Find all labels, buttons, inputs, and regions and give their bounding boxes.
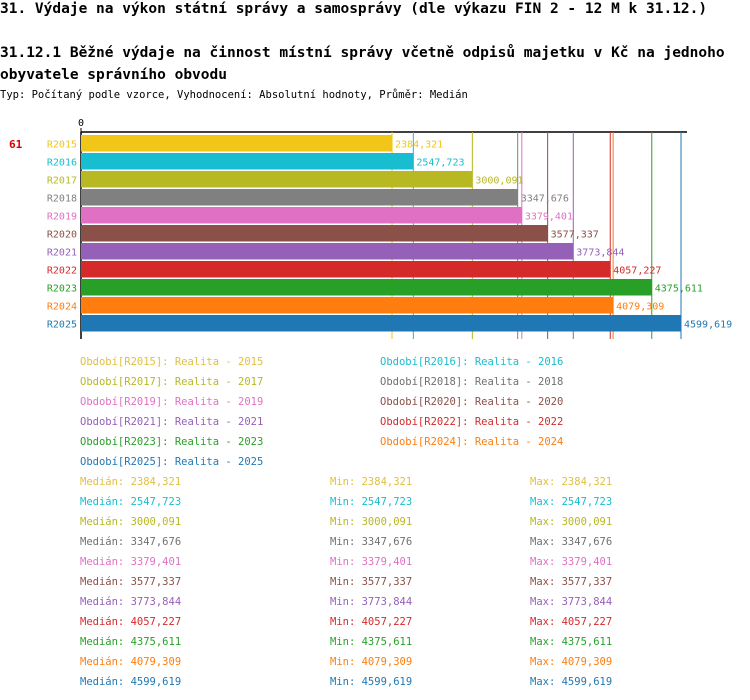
category-label: R2015: [47, 140, 77, 151]
stat-max: Max: 4057,227: [530, 616, 613, 628]
legend-item: Období[R2021]: Realita - 2021: [80, 416, 264, 428]
stat-min: Min: 3773,844: [330, 596, 413, 608]
stat-min: Min: 2547,723: [330, 496, 413, 508]
legend-item: Období[R2015]: Realita - 2015: [80, 356, 264, 368]
bar: [81, 243, 574, 260]
legend-item: Období[R2024]: Realita - 2024: [380, 436, 564, 448]
category-label: R2019: [47, 212, 77, 223]
stat-max: Max: 2384,321: [530, 476, 613, 488]
stat-median: Medián: 3000,091: [80, 516, 182, 528]
stat-min: Min: 4375,611: [330, 636, 413, 648]
stat-max: Max: 3577,337: [530, 576, 613, 588]
legend-item: Období[R2025]: Realita - 2025: [80, 456, 264, 468]
category-label: R2025: [47, 320, 77, 331]
legend-item: Období[R2020]: Realita - 2020: [380, 396, 564, 408]
stat-max: Max: 2547,723: [530, 496, 613, 508]
category-label: R2022: [47, 266, 77, 277]
stat-min: Min: 3000,091: [330, 516, 413, 528]
stat-median: Medián: 4599,619: [80, 676, 182, 688]
stat-median: Medián: 4079,309: [80, 656, 182, 668]
stat-median: Medián: 2547,723: [80, 496, 182, 508]
legend-item: Období[R2018]: Realita - 2018: [380, 376, 564, 388]
bar: [81, 153, 414, 170]
stat-min: Min: 4599,619: [330, 676, 413, 688]
category-label: R2016: [47, 158, 77, 169]
stat-min: Min: 3347,676: [330, 536, 413, 548]
value-label: 2384,321: [395, 140, 443, 151]
category-label: R2021: [47, 248, 77, 259]
stat-max: Max: 3347,676: [530, 536, 613, 548]
stat-min: Min: 4057,227: [330, 616, 413, 628]
legend-item: Období[R2022]: Realita - 2022: [380, 416, 564, 428]
legend-item: Období[R2016]: Realita - 2016: [380, 356, 564, 368]
stat-max: Max: 4375,611: [530, 636, 613, 648]
stat-min: Min: 2384,321: [330, 476, 413, 488]
stat-max: Max: 4599,619: [530, 676, 613, 688]
category-label: R2018: [47, 194, 77, 205]
bar: [81, 315, 681, 332]
bar: [81, 261, 611, 278]
category-label: R2017: [47, 176, 77, 187]
stat-median: Medián: 2384,321: [80, 476, 182, 488]
legend-item: Období[R2023]: Realita - 2023: [80, 436, 264, 448]
value-label: 2547,723: [416, 158, 464, 169]
value-label: 3347,676: [521, 194, 569, 205]
rank-label: 61: [9, 138, 23, 151]
x-axis-tick-label: 0: [78, 118, 84, 129]
value-label: 3773,844: [576, 248, 624, 259]
category-label: R2023: [47, 284, 77, 295]
bar-chart: 0 61 R2015 2384,321 R2016 2547,723 R2017 3000,0…: [9, 118, 732, 339]
legend-item: Období[R2019]: Realita - 2019: [80, 396, 264, 408]
stat-min: Min: 3379,401: [330, 556, 413, 568]
stat-median: Medián: 4375,611: [80, 636, 182, 648]
stat-min: Min: 3577,337: [330, 576, 413, 588]
stat-median: Medián: 4057,227: [80, 616, 182, 628]
value-label: 3379,401: [525, 212, 573, 223]
chart-info: Typ: Počítaný podle vzorce, Vyhodnocení:…: [0, 89, 468, 101]
chart-subtitle: 31.12.1 Běžné výdaje na činnost místní s…: [0, 45, 725, 83]
stat-median: Medián: 3773,844: [80, 596, 182, 608]
value-label: 4375,611: [655, 284, 703, 295]
stat-min: Min: 4079,309: [330, 656, 413, 668]
stat-max: Max: 3000,091: [530, 516, 613, 528]
stat-median: Medián: 3379,401: [80, 556, 182, 568]
bar: [81, 297, 614, 314]
page-title: 31. Výdaje na výkon státní správy a samo…: [0, 1, 708, 17]
value-label: 4079,309: [616, 302, 664, 313]
stat-max: Max: 3773,844: [530, 596, 613, 608]
bar: [81, 279, 652, 296]
category-label: R2024: [47, 302, 77, 313]
value-label: 4599,619: [684, 320, 732, 331]
value-label: 3000,091: [475, 176, 523, 187]
bar: [81, 225, 548, 242]
stat-median: Medián: 3347,676: [80, 536, 182, 548]
bar: [81, 189, 518, 206]
bar: [81, 135, 393, 152]
stat-max: Max: 4079,309: [530, 656, 613, 668]
stat-max: Max: 3379,401: [530, 556, 613, 568]
bar: [81, 171, 473, 188]
value-label: 4057,227: [613, 266, 661, 277]
legend-item: Období[R2017]: Realita - 2017: [80, 376, 264, 388]
stat-median: Medián: 3577,337: [80, 576, 182, 588]
category-label: R2020: [47, 230, 77, 241]
bar: [81, 207, 522, 224]
value-label: 3577,337: [551, 230, 599, 241]
